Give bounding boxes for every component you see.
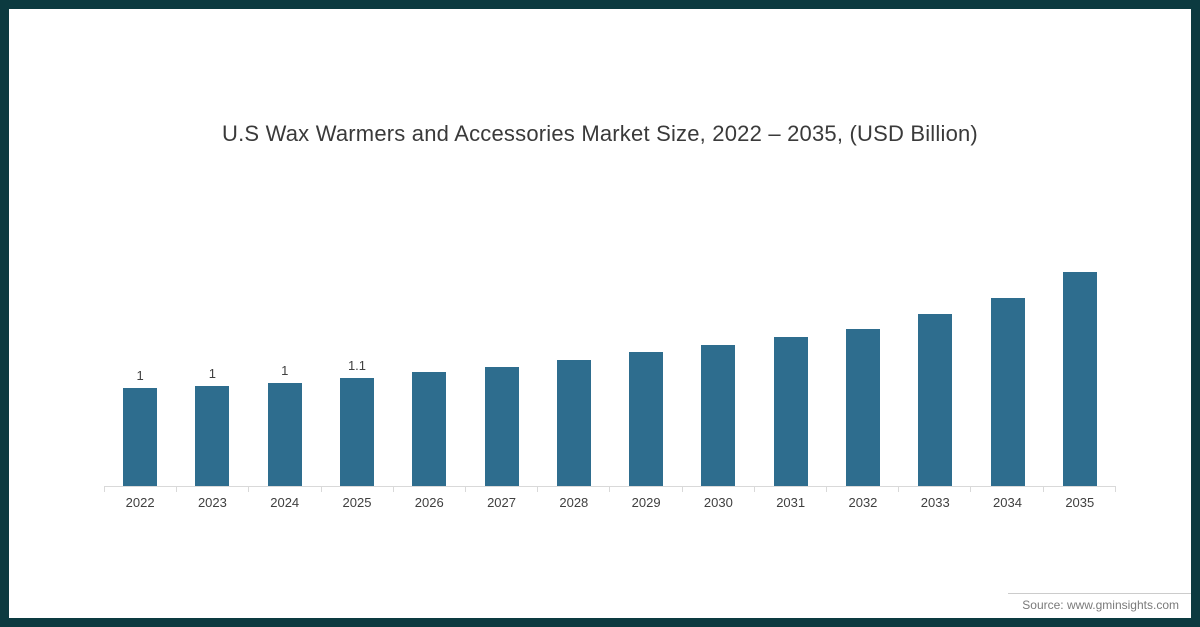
x-axis-label: 2030 xyxy=(703,495,733,510)
bar xyxy=(701,345,736,486)
bar xyxy=(267,383,302,486)
source-attribution: Source: www.gminsights.com xyxy=(1008,593,1191,618)
bar xyxy=(845,329,880,486)
axis-tick xyxy=(1114,487,1116,492)
plot-area: 1 1 1 1.1 2022 2023 2024 2025 2026 2027 2028 2029 2… xyxy=(104,167,1116,510)
bar xyxy=(773,337,808,486)
bar xyxy=(412,372,447,486)
bar-data-label: 1 xyxy=(208,366,217,381)
x-axis-label: 2034 xyxy=(993,495,1022,510)
bar xyxy=(918,314,953,486)
bar-group: 1 xyxy=(104,167,176,486)
bar xyxy=(990,298,1025,486)
x-axis-label: 2035 xyxy=(1065,495,1095,510)
axis-tick xyxy=(1042,487,1044,492)
bar-group: 1 xyxy=(249,167,321,486)
x-axis-label: 2033 xyxy=(920,495,950,510)
bar-group xyxy=(971,167,1043,486)
x-axis-ticks xyxy=(104,487,1116,492)
bar-data-label: 1 xyxy=(281,363,289,378)
x-axis-label: 2024 xyxy=(270,495,300,510)
bar xyxy=(195,386,230,486)
bar-group: 1.1 xyxy=(321,167,393,486)
axis-tick xyxy=(465,487,467,492)
bar-group xyxy=(538,167,610,486)
axis-tick xyxy=(826,487,828,492)
bar-group xyxy=(1044,167,1116,486)
bars-container: 1 1 1 1.1 xyxy=(104,167,1116,487)
x-axis-label: 2027 xyxy=(487,495,516,510)
x-axis-label: 2029 xyxy=(631,495,661,510)
chart-title: U.S Wax Warmers and Accessories Market S… xyxy=(222,121,978,146)
axis-tick xyxy=(681,487,683,492)
bar xyxy=(339,378,374,486)
axis-tick xyxy=(248,487,250,492)
x-axis-label: 2026 xyxy=(414,495,444,510)
axis-tick xyxy=(753,487,755,492)
x-axis-label: 2032 xyxy=(848,495,878,510)
axis-tick xyxy=(970,487,972,492)
bar xyxy=(484,367,519,486)
bar-group xyxy=(899,167,971,486)
x-axis-label: 2028 xyxy=(559,495,589,510)
bar xyxy=(123,388,158,486)
axis-tick xyxy=(609,487,611,492)
bar-group xyxy=(465,167,537,486)
bar-group xyxy=(682,167,754,486)
bar-group xyxy=(610,167,682,486)
x-axis-label: 2023 xyxy=(197,495,227,510)
bar xyxy=(556,360,591,486)
x-axis-label: 2031 xyxy=(776,495,806,510)
axis-tick xyxy=(392,487,394,492)
x-axis-label: 2025 xyxy=(342,495,372,510)
axis-tick xyxy=(537,487,539,492)
x-axis-labels: 2022 2023 2024 2025 2026 2027 2028 2029 2030 2031… xyxy=(104,495,1116,510)
bar-group: 1 xyxy=(176,167,248,486)
bar xyxy=(629,352,664,486)
axis-tick xyxy=(176,487,178,492)
bar-data-label: 1 xyxy=(136,368,144,383)
axis-tick xyxy=(320,487,322,492)
axis-tick xyxy=(898,487,900,492)
bar-group xyxy=(755,167,827,486)
bar-group xyxy=(827,167,899,486)
bar-group xyxy=(393,167,465,486)
x-axis-label: 2022 xyxy=(125,495,155,510)
axis-tick xyxy=(104,487,105,492)
bar xyxy=(1062,272,1097,486)
bar-data-label: 1.1 xyxy=(347,358,367,373)
